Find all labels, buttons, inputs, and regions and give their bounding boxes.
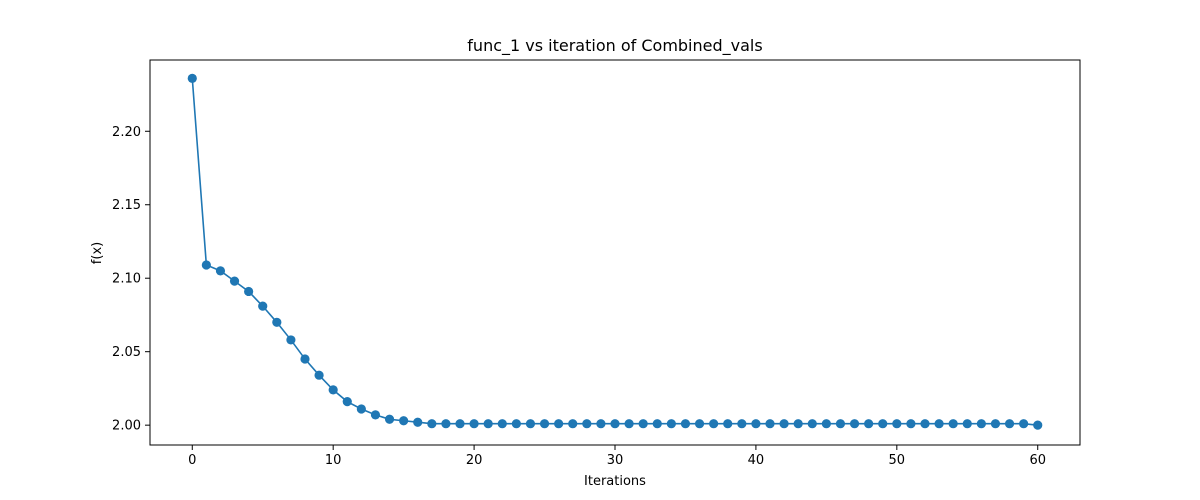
data-point — [694, 419, 705, 429]
x-tick-label: 0 — [188, 453, 196, 468]
y-tick-label: 2.15 — [112, 198, 141, 213]
data-point — [976, 419, 986, 429]
data-point — [666, 419, 676, 429]
data-point — [356, 404, 366, 414]
data-point — [300, 354, 310, 364]
data-point — [427, 419, 437, 429]
data-point — [779, 419, 789, 429]
data-point — [596, 419, 606, 429]
data-point — [807, 419, 817, 429]
data-point — [539, 419, 550, 429]
data-point — [370, 410, 381, 420]
data-point — [624, 419, 634, 429]
data-point — [554, 419, 564, 429]
data-point — [497, 419, 507, 429]
data-point — [849, 419, 860, 429]
data-point — [568, 419, 578, 429]
data-point — [1004, 419, 1015, 429]
data-point — [441, 419, 451, 429]
data-point — [892, 419, 902, 429]
data-point — [793, 419, 803, 429]
data-point — [483, 419, 493, 429]
data-point — [765, 419, 775, 429]
data-point — [328, 385, 338, 395]
data-point — [835, 419, 846, 429]
data-point — [582, 419, 592, 429]
x-axis: 0 10 20 30 40 50 60 — [188, 445, 1046, 468]
data-point — [399, 416, 409, 426]
y-axis-label: f(x) — [90, 242, 105, 264]
x-tick-label: 50 — [889, 453, 906, 468]
data-point — [286, 335, 296, 345]
y-tick-label: 2.20 — [112, 125, 141, 140]
data-point — [737, 419, 747, 429]
data-point — [638, 419, 648, 429]
data-point — [511, 419, 521, 429]
data-point — [201, 260, 211, 270]
x-tick-label: 60 — [1029, 453, 1046, 468]
x-tick-label: 40 — [748, 453, 765, 468]
y-axis: 2.00 2.05 2.10 2.15 2.20 — [112, 125, 150, 434]
data-point — [244, 286, 254, 297]
data-point — [1033, 420, 1043, 430]
data-point — [258, 301, 268, 311]
data-point — [342, 397, 352, 407]
data-point — [187, 73, 197, 83]
x-tick-label: 30 — [607, 453, 624, 468]
data-point — [455, 419, 465, 429]
y-tick-label: 2.05 — [112, 345, 141, 360]
data-point — [821, 419, 831, 429]
x-axis-label: Iterations — [584, 474, 646, 489]
data-point — [314, 370, 324, 380]
data-point — [215, 266, 226, 276]
data-point — [709, 419, 719, 429]
data-point — [990, 419, 1001, 429]
plot-content — [187, 73, 1043, 430]
data-point — [413, 417, 423, 427]
data-point — [751, 419, 761, 429]
chart-title: func_1 vs iteration of Combined_vals — [467, 36, 762, 56]
data-point — [525, 419, 536, 429]
x-tick-label: 20 — [466, 453, 483, 468]
data-point — [920, 419, 930, 429]
data-point — [864, 419, 874, 429]
y-tick-label: 2.10 — [112, 272, 141, 287]
x-tick-label: 10 — [325, 453, 342, 468]
data-point — [723, 419, 733, 429]
data-point — [878, 419, 888, 429]
data-point — [469, 419, 479, 429]
data-point — [948, 419, 958, 429]
data-point — [934, 419, 944, 429]
data-point — [384, 414, 395, 424]
data-point — [1019, 419, 1029, 429]
data-point — [680, 419, 691, 429]
data-point — [906, 419, 916, 429]
data-point — [652, 419, 662, 429]
data-point — [962, 419, 972, 429]
data-point — [229, 276, 240, 286]
data-point — [610, 419, 620, 429]
data-point — [272, 317, 282, 327]
plot-frame — [149, 59, 1081, 446]
y-tick-label: 2.00 — [112, 419, 141, 434]
